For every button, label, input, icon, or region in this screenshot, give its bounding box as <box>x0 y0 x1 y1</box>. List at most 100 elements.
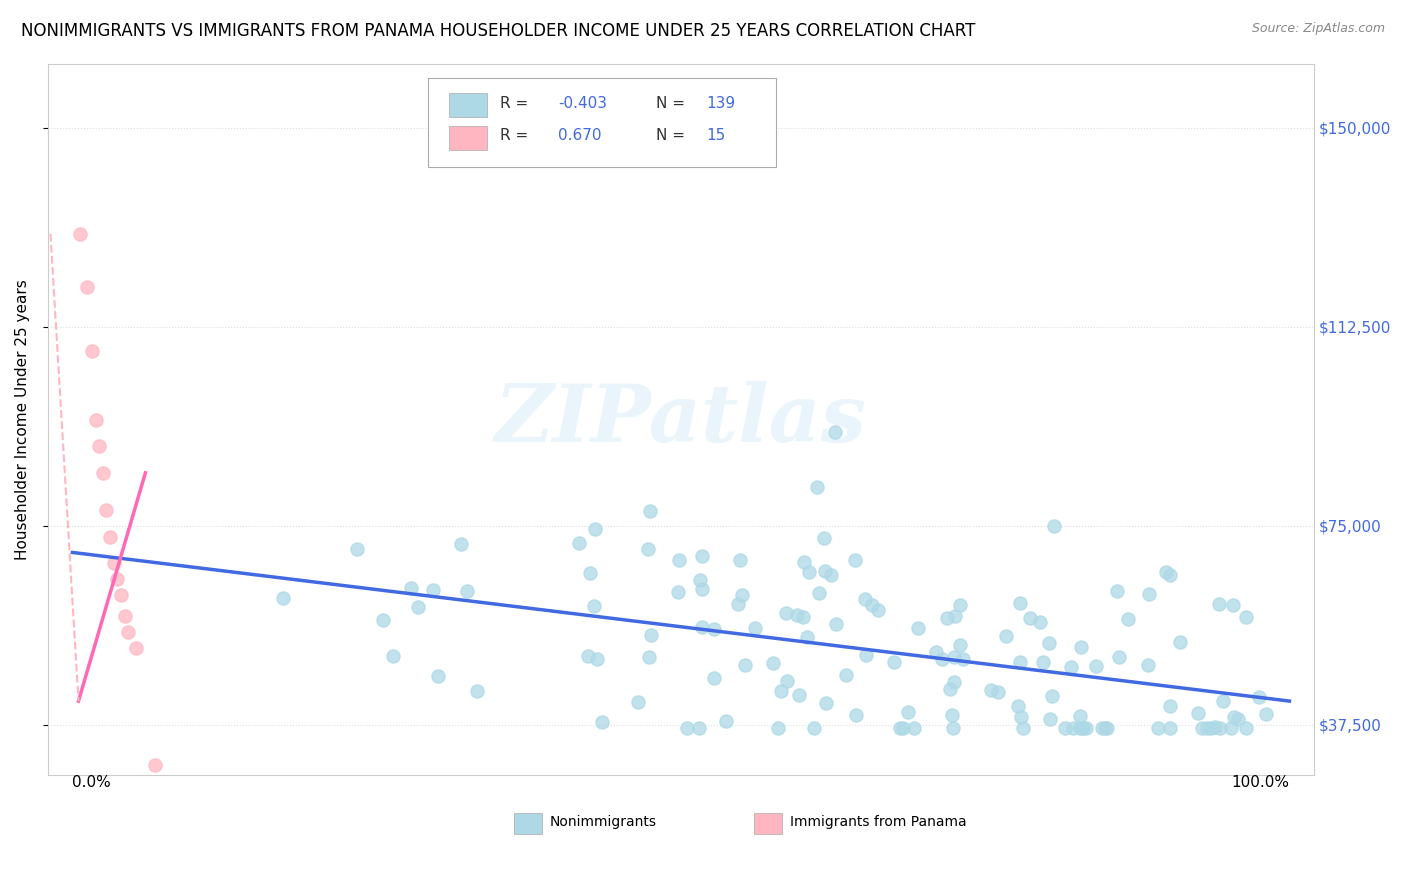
Point <box>626 695 648 709</box>
Point <box>1212 694 1234 708</box>
Y-axis label: Householder Income Under 25 years: Householder Income Under 25 years <box>15 279 30 560</box>
Point <box>666 585 689 599</box>
Point <box>585 652 607 666</box>
Point <box>640 628 662 642</box>
Text: R =: R = <box>501 95 529 111</box>
Point <box>582 599 605 613</box>
Point <box>399 581 422 595</box>
Point <box>935 611 957 625</box>
Point <box>576 648 599 663</box>
Point <box>768 721 790 735</box>
Point <box>1042 519 1064 533</box>
Point <box>1249 690 1271 704</box>
Point <box>925 645 948 659</box>
Point <box>952 651 974 665</box>
Point <box>568 536 591 550</box>
Point <box>1222 598 1244 612</box>
Text: N =: N = <box>655 95 685 111</box>
Point <box>637 649 659 664</box>
Point <box>688 721 710 735</box>
Point <box>995 629 1018 643</box>
Point <box>814 696 837 710</box>
Point <box>1204 720 1226 734</box>
Point <box>762 657 785 671</box>
Point <box>1159 699 1181 714</box>
Point <box>1187 706 1209 720</box>
Point <box>1091 721 1114 735</box>
Point <box>939 681 962 696</box>
Point <box>903 721 925 735</box>
Point <box>1095 721 1118 735</box>
Point <box>941 707 963 722</box>
Point <box>1054 721 1077 735</box>
Point <box>1038 636 1060 650</box>
Point <box>845 707 868 722</box>
Point <box>824 425 846 440</box>
Point <box>373 613 395 627</box>
Point <box>734 658 756 673</box>
Point <box>796 630 818 644</box>
Point <box>803 721 825 735</box>
Point <box>891 721 914 735</box>
Point <box>943 609 966 624</box>
Text: Immigrants from Panama: Immigrants from Panama <box>790 814 966 829</box>
Point <box>1208 597 1230 611</box>
Point <box>583 523 606 537</box>
Point <box>114 609 136 624</box>
Point <box>775 606 797 620</box>
Point <box>1137 657 1160 672</box>
Point <box>450 537 472 551</box>
Point <box>931 652 953 666</box>
Point <box>1060 659 1083 673</box>
Point <box>1137 587 1160 601</box>
Point <box>1147 721 1170 735</box>
Point <box>1197 721 1219 735</box>
Point <box>1010 655 1032 669</box>
Point <box>1209 721 1232 735</box>
Text: Source: ZipAtlas.com: Source: ZipAtlas.com <box>1251 22 1385 36</box>
Point <box>668 553 690 567</box>
Point <box>786 608 808 623</box>
Text: 0.670: 0.670 <box>558 128 602 144</box>
Point <box>776 674 799 689</box>
Point <box>640 504 662 518</box>
Point <box>381 648 404 663</box>
Point <box>1028 615 1050 629</box>
Point <box>744 621 766 635</box>
Point <box>980 682 1002 697</box>
Text: -0.403: -0.403 <box>558 95 607 111</box>
Point <box>1191 721 1213 735</box>
Point <box>987 685 1010 699</box>
FancyBboxPatch shape <box>450 126 488 150</box>
Point <box>889 721 911 735</box>
Point <box>1062 721 1084 735</box>
Point <box>1170 634 1192 648</box>
Point <box>949 638 972 652</box>
Point <box>792 609 814 624</box>
Point <box>1159 721 1181 735</box>
Point <box>103 556 125 570</box>
Point <box>143 757 166 772</box>
Point <box>689 574 711 588</box>
Point <box>1039 712 1062 726</box>
Point <box>579 566 602 580</box>
FancyBboxPatch shape <box>755 814 782 834</box>
Point <box>1234 721 1257 735</box>
Point <box>84 413 107 427</box>
Point <box>1069 721 1091 735</box>
Point <box>949 598 972 612</box>
FancyBboxPatch shape <box>427 78 776 167</box>
Point <box>868 602 890 616</box>
Point <box>676 721 699 735</box>
Point <box>69 227 91 241</box>
Point <box>271 591 294 605</box>
Text: 0.0%: 0.0% <box>72 775 111 790</box>
Point <box>853 592 876 607</box>
Point <box>117 625 139 640</box>
Point <box>789 688 811 702</box>
Point <box>727 598 749 612</box>
Point <box>814 565 837 579</box>
Point <box>1040 689 1063 703</box>
Point <box>1094 721 1116 735</box>
Point <box>637 542 659 557</box>
